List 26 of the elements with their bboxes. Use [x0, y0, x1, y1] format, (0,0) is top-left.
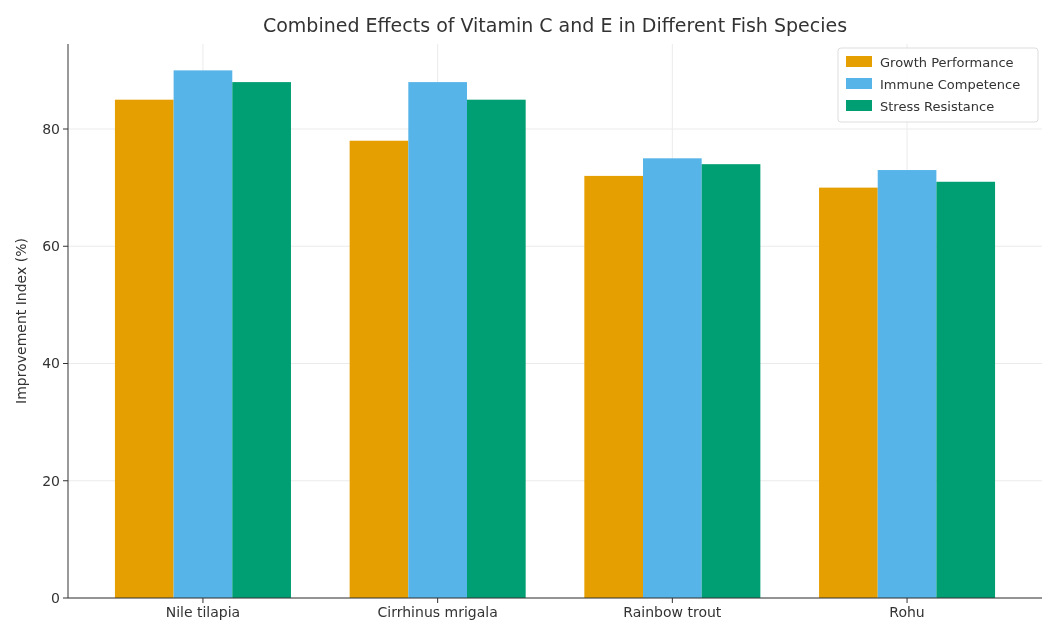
bar [643, 158, 702, 598]
legend-label: Stress Resistance [880, 98, 995, 114]
bar [466, 99, 526, 598]
bar [584, 175, 644, 598]
x-tick-label: Nile tilapia [165, 604, 241, 620]
bar [173, 70, 233, 598]
bar [408, 82, 467, 598]
y-tick-label: 60 [42, 238, 60, 255]
legend-label: Immune Competence [880, 76, 1021, 92]
chart-title: Combined Effects of Vitamin C and E in Different Fish Species [262, 14, 848, 36]
y-tick-label: 80 [42, 120, 60, 137]
bar [701, 164, 761, 598]
y-tick-label: 20 [42, 472, 60, 489]
bar [936, 181, 996, 598]
x-tick-label: Cirrhinus mrigala [377, 604, 498, 620]
x-tick-label: Rohu [889, 604, 925, 620]
x-tick-label: Rainbow trout [623, 604, 722, 620]
bar [819, 187, 878, 598]
y-tick-label: 0 [51, 589, 60, 606]
bar [877, 170, 937, 598]
bar [232, 82, 291, 598]
legend-label: Growth Performance [880, 54, 1014, 70]
y-axis-title: Improvement Index (%) [13, 238, 29, 404]
y-tick-label: 40 [42, 355, 60, 372]
bar [114, 99, 174, 598]
bar [349, 140, 409, 598]
